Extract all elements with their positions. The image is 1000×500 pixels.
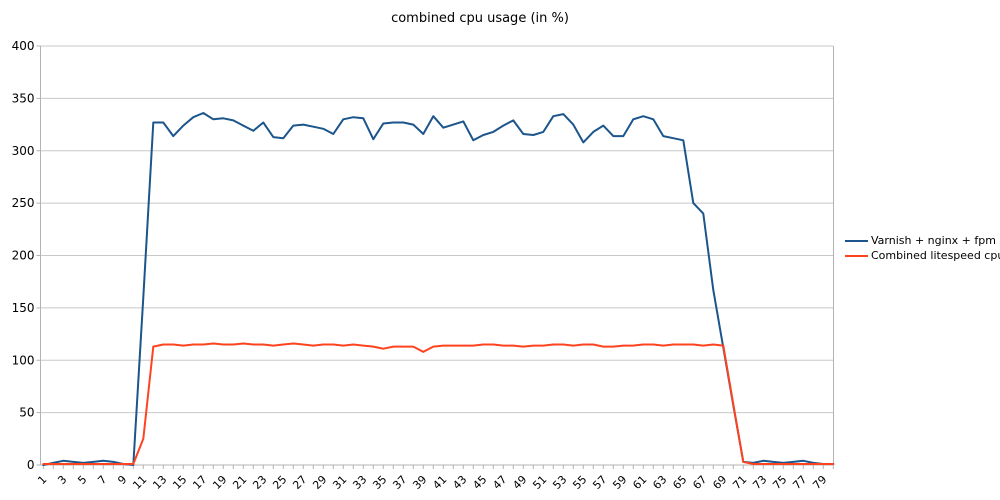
x-tick-label: 75 xyxy=(770,473,789,492)
legend: Varnish + nginx + fpm cpu Combined lites… xyxy=(845,233,1000,263)
x-tick-label: 25 xyxy=(270,473,289,492)
x-tick-label: 57 xyxy=(590,473,609,492)
x-tick-label: 49 xyxy=(510,473,529,492)
x-tick-label: 65 xyxy=(670,473,689,492)
y-tick-label: 50 xyxy=(19,406,34,420)
x-tick-label: 27 xyxy=(290,473,309,492)
x-tick-label: 1 xyxy=(35,473,49,487)
x-tick-label: 79 xyxy=(810,473,829,492)
x-tick-label: 59 xyxy=(610,473,629,492)
x-tick-label: 11 xyxy=(130,473,149,492)
x-tick-label: 47 xyxy=(490,473,509,492)
x-tick-label: 51 xyxy=(530,473,549,492)
x-tick-label: 63 xyxy=(650,473,669,492)
x-tick-label: 7 xyxy=(95,473,109,487)
x-tick-label: 15 xyxy=(170,473,189,492)
x-tick-label: 77 xyxy=(790,473,809,492)
x-tick-label: 31 xyxy=(330,473,349,492)
y-tick-label: 400 xyxy=(12,39,35,53)
y-tick-label: 0 xyxy=(27,458,35,472)
x-tick-label: 3 xyxy=(55,473,69,487)
legend-label-litespeed: Combined litespeed cpu xyxy=(871,249,1000,262)
y-tick-label: 200 xyxy=(12,249,35,263)
x-tick-label: 69 xyxy=(710,473,729,492)
x-tick-label: 41 xyxy=(430,473,449,492)
x-tick-label: 19 xyxy=(210,473,229,492)
x-tick-label: 71 xyxy=(730,473,749,492)
legend-line-varnish-swatch xyxy=(845,239,868,242)
x-tick-label: 5 xyxy=(75,473,89,487)
x-tick-label: 23 xyxy=(250,473,269,492)
legend-line-litespeed-swatch xyxy=(845,254,868,257)
x-tick-label: 43 xyxy=(450,473,469,492)
series-line-litespeed xyxy=(42,342,835,465)
legend-label-varnish: Varnish + nginx + fpm cpu xyxy=(871,234,1000,247)
x-tick-label: 17 xyxy=(190,473,209,492)
y-tick-label: 300 xyxy=(12,144,35,158)
x-tick-label: 35 xyxy=(370,473,389,492)
x-tick-label: 37 xyxy=(390,473,409,492)
x-tick-label: 13 xyxy=(150,473,169,492)
x-tick-label: 67 xyxy=(690,473,709,492)
x-tick-label: 45 xyxy=(470,473,489,492)
series-line-varnish-nginx-fpm xyxy=(42,112,835,466)
x-tick-label: 39 xyxy=(410,473,429,492)
x-tick-label: 55 xyxy=(570,473,589,492)
x-tick-label: 61 xyxy=(630,473,649,492)
y-tick-label: 100 xyxy=(12,353,35,367)
y-tick-label: 150 xyxy=(12,301,35,315)
x-tick-label: 33 xyxy=(350,473,369,492)
chart-title: combined cpu usage (in %) xyxy=(391,11,569,26)
x-tick-label: 73 xyxy=(750,473,769,492)
x-tick-label: 21 xyxy=(230,473,249,492)
x-tick-label: 29 xyxy=(310,473,329,492)
legend-item-litespeed: Combined litespeed cpu xyxy=(845,248,1000,263)
x-tick-label: 53 xyxy=(550,473,569,492)
y-tick-label: 350 xyxy=(12,91,35,105)
y-tick-label: 250 xyxy=(12,196,35,210)
legend-item-varnish: Varnish + nginx + fpm cpu xyxy=(845,233,1000,248)
x-tick-label: 9 xyxy=(115,473,129,487)
